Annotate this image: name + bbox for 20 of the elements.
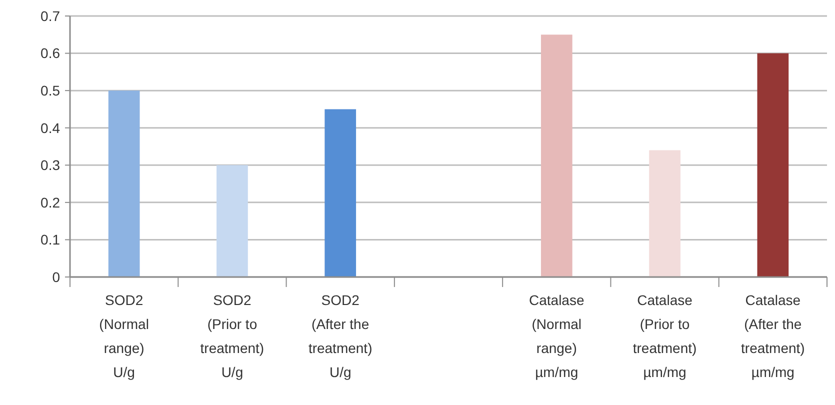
- bar: [757, 53, 789, 277]
- x-tick-label: SOD2 (Normal range) U/g: [99, 292, 149, 380]
- x-tick-label: SOD2 (Prior to treatment) U/g: [200, 292, 264, 380]
- y-tick-label: 0.3: [40, 157, 60, 174]
- bar: [324, 109, 356, 277]
- y-tick-label: 0.1: [40, 232, 60, 248]
- bar: [540, 34, 572, 277]
- y-tick-label: 0.4: [40, 120, 60, 136]
- bar: [216, 165, 248, 277]
- x-tick-label: Catalase (After the treatment) µm/mg: [741, 292, 805, 380]
- y-tick-label: 0.2: [40, 194, 60, 210]
- x-tick-label: SOD2 (After the treatment) U/g: [308, 292, 372, 380]
- y-tick-label: 0.5: [40, 82, 60, 98]
- y-tick-label: 0: [52, 268, 60, 285]
- y-tick-label: 0.6: [40, 45, 60, 62]
- bar: [108, 90, 140, 277]
- y-tick-label: 0.7: [40, 8, 60, 24]
- x-tick-label: Catalase (Normal range) µm/mg: [529, 292, 584, 380]
- x-tick-label: Catalase (Prior to treatment) µm/mg: [632, 292, 697, 380]
- bar: [649, 150, 680, 277]
